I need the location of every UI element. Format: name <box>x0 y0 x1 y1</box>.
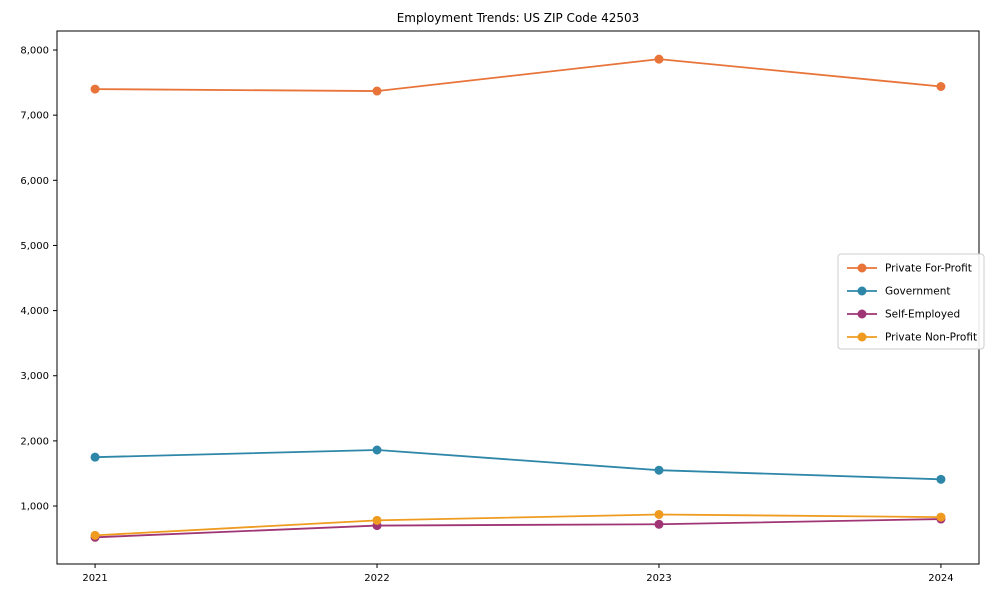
series-marker-private-non-profit <box>372 515 382 525</box>
series-marker-private-for-profit <box>372 86 382 96</box>
legend-label-private-non-profit: Private Non-Profit <box>885 332 977 344</box>
legend-marker-private-for-profit <box>857 263 867 273</box>
series-marker-private-non-profit <box>90 530 100 540</box>
series-line-self-employed <box>95 518 941 539</box>
series-marker-private-for-profit <box>936 82 946 92</box>
y-axis-tick-label: 8,000 <box>20 46 49 57</box>
legend-marker-self-employed <box>857 309 867 319</box>
series-marker-private-for-profit <box>654 54 664 64</box>
series-line-private-for-profit <box>95 58 942 92</box>
chart-title: Employment Trends: US ZIP Code 42503 <box>397 11 640 25</box>
legend-label-private-for-profit: Private For-Profit <box>885 263 972 275</box>
y-axis-tick-label: 2,000 <box>20 436 49 447</box>
y-axis-tick-label: 6,000 <box>20 176 49 187</box>
series-marker-private-non-profit <box>936 512 946 522</box>
x-axis-tick-label: 2024 <box>928 573 953 584</box>
y-axis-tick-label: 1,000 <box>20 502 49 513</box>
series-marker-government <box>90 452 100 462</box>
series-marker-government <box>936 474 946 484</box>
y-axis-tick-label: 5,000 <box>20 241 49 252</box>
y-axis-tick-label: 3,000 <box>20 371 49 382</box>
series-marker-government <box>372 445 382 455</box>
legend-marker-government <box>857 286 867 296</box>
plot-area: 1,000 2,000 3,000 4,000 5,000 6,000 7,000 8,000… <box>20 30 985 584</box>
legend-marker-private-non-profit <box>857 332 867 342</box>
series-line-government <box>95 449 941 481</box>
series-marker-government <box>654 465 664 475</box>
y-axis-tick-label: 7,000 <box>20 111 49 122</box>
x-axis-tick-label: 2022 <box>364 573 389 584</box>
series-marker-private-for-profit <box>90 84 100 94</box>
series-marker-private-non-profit <box>654 509 664 519</box>
y-axis-tick-label: 4,000 <box>20 306 49 317</box>
series-marker-self-employed <box>654 519 664 529</box>
x-axis-tick-label: 2021 <box>82 573 107 584</box>
legend-label-self-employed: Self-Employed <box>885 309 960 321</box>
series-line-private-non-profit <box>95 513 941 537</box>
legend-box <box>837 253 985 350</box>
legend-label-government: Government <box>885 286 950 298</box>
x-axis-tick-label: 2023 <box>646 573 671 584</box>
